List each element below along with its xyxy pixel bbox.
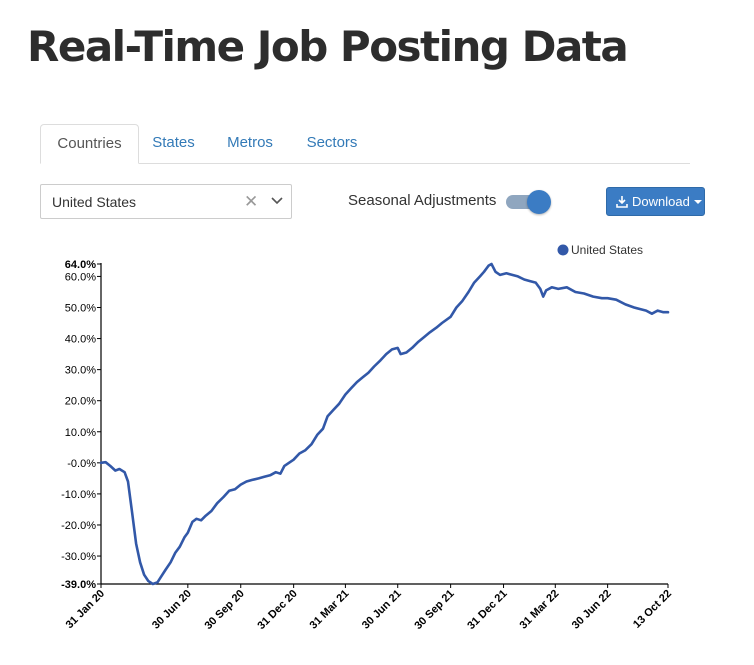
chart-legend[interactable]: United States: [557, 243, 644, 257]
x-tick-label: 30 Sep 21: [412, 588, 456, 632]
y-tick-label: 20.0%: [65, 396, 96, 408]
x-tick-label: 30 Jun 21: [360, 588, 404, 632]
caret-down-icon[interactable]: [694, 200, 702, 204]
seasonal-adjustments-toggle[interactable]: [506, 190, 552, 214]
job-postings-chart: United States 64.0%60.0% 50.0% 40.0% 30.0% 2…: [61, 243, 674, 632]
y-tick-label: 60.0%: [65, 271, 96, 283]
country-select-value: United States: [52, 194, 137, 210]
y-tick-label: 64.0%: [65, 259, 96, 271]
y-tick-label: -30.0%: [61, 551, 96, 563]
toggle-knob: [527, 190, 551, 214]
y-tick-label: -10.0%: [61, 489, 96, 501]
legend-marker: [557, 244, 569, 256]
y-tick-label: 50.0%: [65, 302, 96, 314]
tab-states[interactable]: States: [152, 134, 195, 151]
y-axis: 64.0%60.0% 50.0% 40.0% 30.0% 20.0% 10.0% -0.0%…: [61, 259, 102, 591]
download-icon: [616, 196, 628, 208]
chevron-down-icon[interactable]: [270, 196, 284, 206]
tab-metros[interactable]: Metros: [227, 134, 273, 151]
y-tick-label: -20.0%: [61, 520, 96, 532]
page-title: Real-Time Job Posting Data: [27, 22, 629, 71]
x-tick-label: 31 Dec 21: [465, 588, 509, 632]
y-tick-label: 30.0%: [65, 365, 96, 377]
y-tick-label: 10.0%: [65, 427, 96, 439]
chart-series: [99, 262, 670, 586]
close-icon[interactable]: ✕: [244, 192, 259, 211]
y-tick-label: -0.0%: [67, 458, 96, 470]
y-tick-label: 40.0%: [65, 334, 96, 346]
x-tick-label: 31 Mar 22: [517, 588, 561, 632]
tab-bar: Countries States Metros Sectors: [40, 124, 690, 164]
x-tick-label: 31 Mar 21: [308, 588, 352, 632]
x-tick-label: 30 Jun 20: [150, 588, 194, 632]
series-line-united-states[interactable]: [99, 262, 670, 586]
country-select[interactable]: United States ✕: [40, 184, 292, 219]
x-tick-label: 31 Jan 20: [64, 588, 108, 632]
x-tick-label: 31 Dec 20: [255, 588, 299, 632]
x-tick-label: 30 Sep 20: [202, 588, 246, 632]
seasonal-adjustments-label: Seasonal Adjustments: [348, 192, 497, 209]
x-axis: 31 Jan 20 30 Jun 20 30 Sep 20 31 Dec 20 31 M…: [64, 583, 674, 632]
tab-countries[interactable]: Countries: [40, 124, 139, 164]
x-tick-label: 30 Jun 22: [570, 588, 614, 632]
x-tick-label: 13 Oct 22: [631, 588, 674, 631]
legend-label-united-states: United States: [571, 243, 643, 257]
y-tick-label: -39.0%: [61, 579, 96, 591]
download-label: Download: [632, 194, 690, 209]
tab-sectors[interactable]: Sectors: [306, 134, 358, 151]
download-button[interactable]: Download: [606, 187, 705, 216]
